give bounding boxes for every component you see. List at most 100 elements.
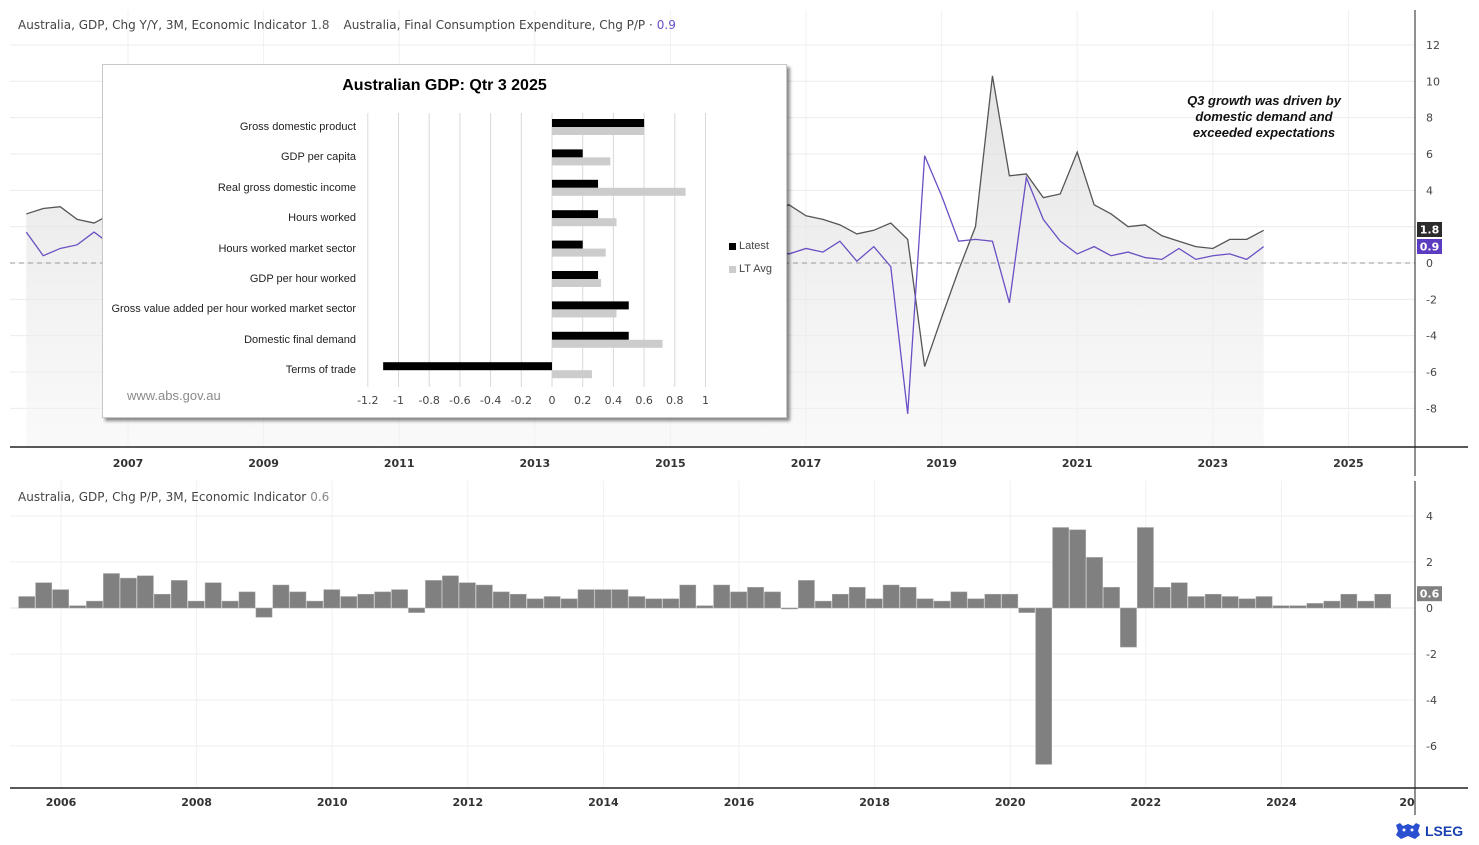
legend-consumption-value: 0.9 bbox=[656, 18, 676, 32]
gdp-pp-bar bbox=[170, 580, 188, 609]
gdp-pp-bar bbox=[1018, 607, 1036, 613]
gdp-pp-bar bbox=[1255, 596, 1273, 609]
gdp-pp-bar bbox=[611, 589, 629, 609]
gdp-pp-bar bbox=[1289, 605, 1307, 609]
y-tick-label: 0 bbox=[1426, 257, 1433, 270]
y-tick-label: 0 bbox=[1426, 602, 1433, 615]
inset-category-label: Gross domestic product bbox=[239, 121, 356, 133]
y-tick-label: -6 bbox=[1426, 740, 1437, 753]
gdp-pp-bar bbox=[933, 600, 951, 609]
gdp-pp-bar bbox=[628, 596, 646, 609]
latest-bar bbox=[552, 179, 599, 188]
y-tick-label: -2 bbox=[1426, 648, 1437, 661]
inset-bar-chart: -1.2 -1 -0.8 -0.6 -0.4 -0.2 0 0.2 0.4 0.6 0.8 1 bbox=[357, 113, 709, 407]
x-tick-label: 2009 bbox=[248, 457, 279, 470]
latest-swatch-icon bbox=[729, 242, 736, 250]
gdp-pp-bar bbox=[950, 591, 968, 609]
y-tick-label: -4 bbox=[1426, 694, 1437, 707]
inset-x-tick-label: 0.2 bbox=[574, 394, 592, 407]
inset-x-tick-label: -0.4 bbox=[480, 394, 501, 407]
gdp-pp-bar bbox=[882, 584, 900, 609]
y-tick-label: -6 bbox=[1426, 366, 1437, 379]
gdp-pp-bar bbox=[764, 591, 781, 609]
legend-gdp-pp-value: 0.6 bbox=[310, 490, 330, 504]
inset-category-labels: Gross domestic product GDP per capita Real… bbox=[103, 65, 356, 417]
latest-bar bbox=[552, 210, 599, 219]
x-tick-label: 2014 bbox=[588, 796, 619, 809]
gdp-pp-bar bbox=[984, 593, 1002, 609]
gdp-pp-bar bbox=[408, 607, 425, 613]
x-tick-label: 20 bbox=[1399, 796, 1415, 809]
gdp-pp-bar bbox=[374, 591, 391, 609]
ltavg-bar bbox=[552, 187, 686, 196]
gdp-pp-bar bbox=[1221, 596, 1239, 609]
x-tick-label: 2021 bbox=[1062, 457, 1093, 470]
x-tick-label: 2008 bbox=[181, 796, 212, 809]
inset-legend-ltavg-label: LT Avg bbox=[739, 263, 773, 275]
latest-bar bbox=[552, 331, 629, 340]
gdp-pp-bar bbox=[543, 596, 561, 609]
legend-consumption-label: Australia, Final Consumption Expenditure… bbox=[343, 18, 653, 32]
gdp-pp-bar bbox=[391, 589, 408, 609]
gdp-pp-bar bbox=[204, 582, 222, 609]
lseg-logo-icon bbox=[1396, 823, 1420, 839]
y-tick-label: 4 bbox=[1426, 510, 1433, 523]
inset-x-tick-label: 0.4 bbox=[605, 394, 623, 407]
gdp-pp-bar bbox=[1204, 593, 1222, 609]
ltavg-bar bbox=[552, 248, 606, 257]
gdp-pp-bar bbox=[1323, 600, 1341, 609]
gdp-pp-bar bbox=[594, 589, 612, 609]
gdp-pp-bar bbox=[1238, 598, 1256, 609]
gdp-pp-bar bbox=[526, 598, 544, 609]
gdp-pp-bar bbox=[425, 580, 442, 609]
inset-category-label: GDP per capita bbox=[280, 151, 356, 164]
x-tick-label: 2006 bbox=[46, 796, 77, 809]
gdp-pp-bar bbox=[476, 584, 493, 609]
gdp-pp-bar bbox=[306, 600, 324, 609]
gdp-pp-bar bbox=[1035, 607, 1053, 765]
gdp-pp-bar bbox=[153, 593, 171, 609]
gdp-pp-bar bbox=[52, 589, 69, 609]
gdp-pp-bar bbox=[1272, 605, 1290, 609]
inset-category-label: Real gross domestic income bbox=[217, 181, 356, 194]
last-value-badge-text: 0.9 bbox=[1420, 241, 1440, 254]
gdp-pp-bar bbox=[357, 593, 375, 609]
x-tick-label: 2007 bbox=[113, 457, 144, 470]
gdp-pp-bar bbox=[848, 587, 866, 609]
latest-bar bbox=[552, 240, 583, 249]
gdp-pp-bar bbox=[1154, 587, 1171, 609]
gdp-pp-bar bbox=[442, 575, 459, 609]
chart-annotation: Q3 growth was driven by domestic demand … bbox=[1187, 93, 1341, 140]
y-tick-label: 8 bbox=[1426, 112, 1433, 125]
ltavg-bar bbox=[552, 218, 617, 227]
gdp-pp-bar bbox=[1170, 582, 1188, 609]
inset-gdp-chart: Australian GDP: Qtr 3 2025 Gross domesti… bbox=[102, 64, 787, 418]
gdp-pp-bar bbox=[662, 598, 680, 609]
x-tick-label: 2022 bbox=[1130, 796, 1161, 809]
inset-category-label: GDP per hour worked bbox=[249, 273, 356, 285]
inset-category-label: Terms of trade bbox=[285, 364, 356, 377]
ltavg-bar bbox=[552, 339, 663, 348]
gdp-pp-bar bbox=[1001, 593, 1019, 609]
x-tick-label: 2019 bbox=[926, 457, 957, 470]
gdp-pp-bar bbox=[781, 607, 798, 610]
inset-x-tick-label: 0.8 bbox=[666, 394, 684, 407]
gdp-pp-bar bbox=[1120, 607, 1137, 648]
latest-bar bbox=[552, 149, 583, 158]
gdp-pp-bar bbox=[86, 600, 103, 609]
gdp-pp-bar bbox=[137, 575, 154, 609]
inset-title: Australian GDP: Qtr 3 2025 bbox=[342, 77, 547, 94]
y-tick-label: -2 bbox=[1426, 293, 1437, 306]
inset-category-label: Hours worked bbox=[288, 212, 356, 225]
gdp-pp-bar bbox=[865, 598, 883, 609]
x-tick-label: 2018 bbox=[859, 796, 890, 809]
y-tick-label: -4 bbox=[1426, 330, 1437, 343]
inset-legend-ltavg: LT Avg bbox=[729, 263, 772, 275]
gdp-pp-bar bbox=[120, 577, 137, 609]
latest-bar bbox=[383, 362, 552, 371]
inset-source: www.abs.gov.au bbox=[127, 388, 221, 403]
gdp-pp-bar bbox=[35, 582, 52, 609]
gdp-pp-bar bbox=[69, 605, 86, 609]
last-value-badge-text: 0.6 bbox=[1420, 588, 1440, 601]
